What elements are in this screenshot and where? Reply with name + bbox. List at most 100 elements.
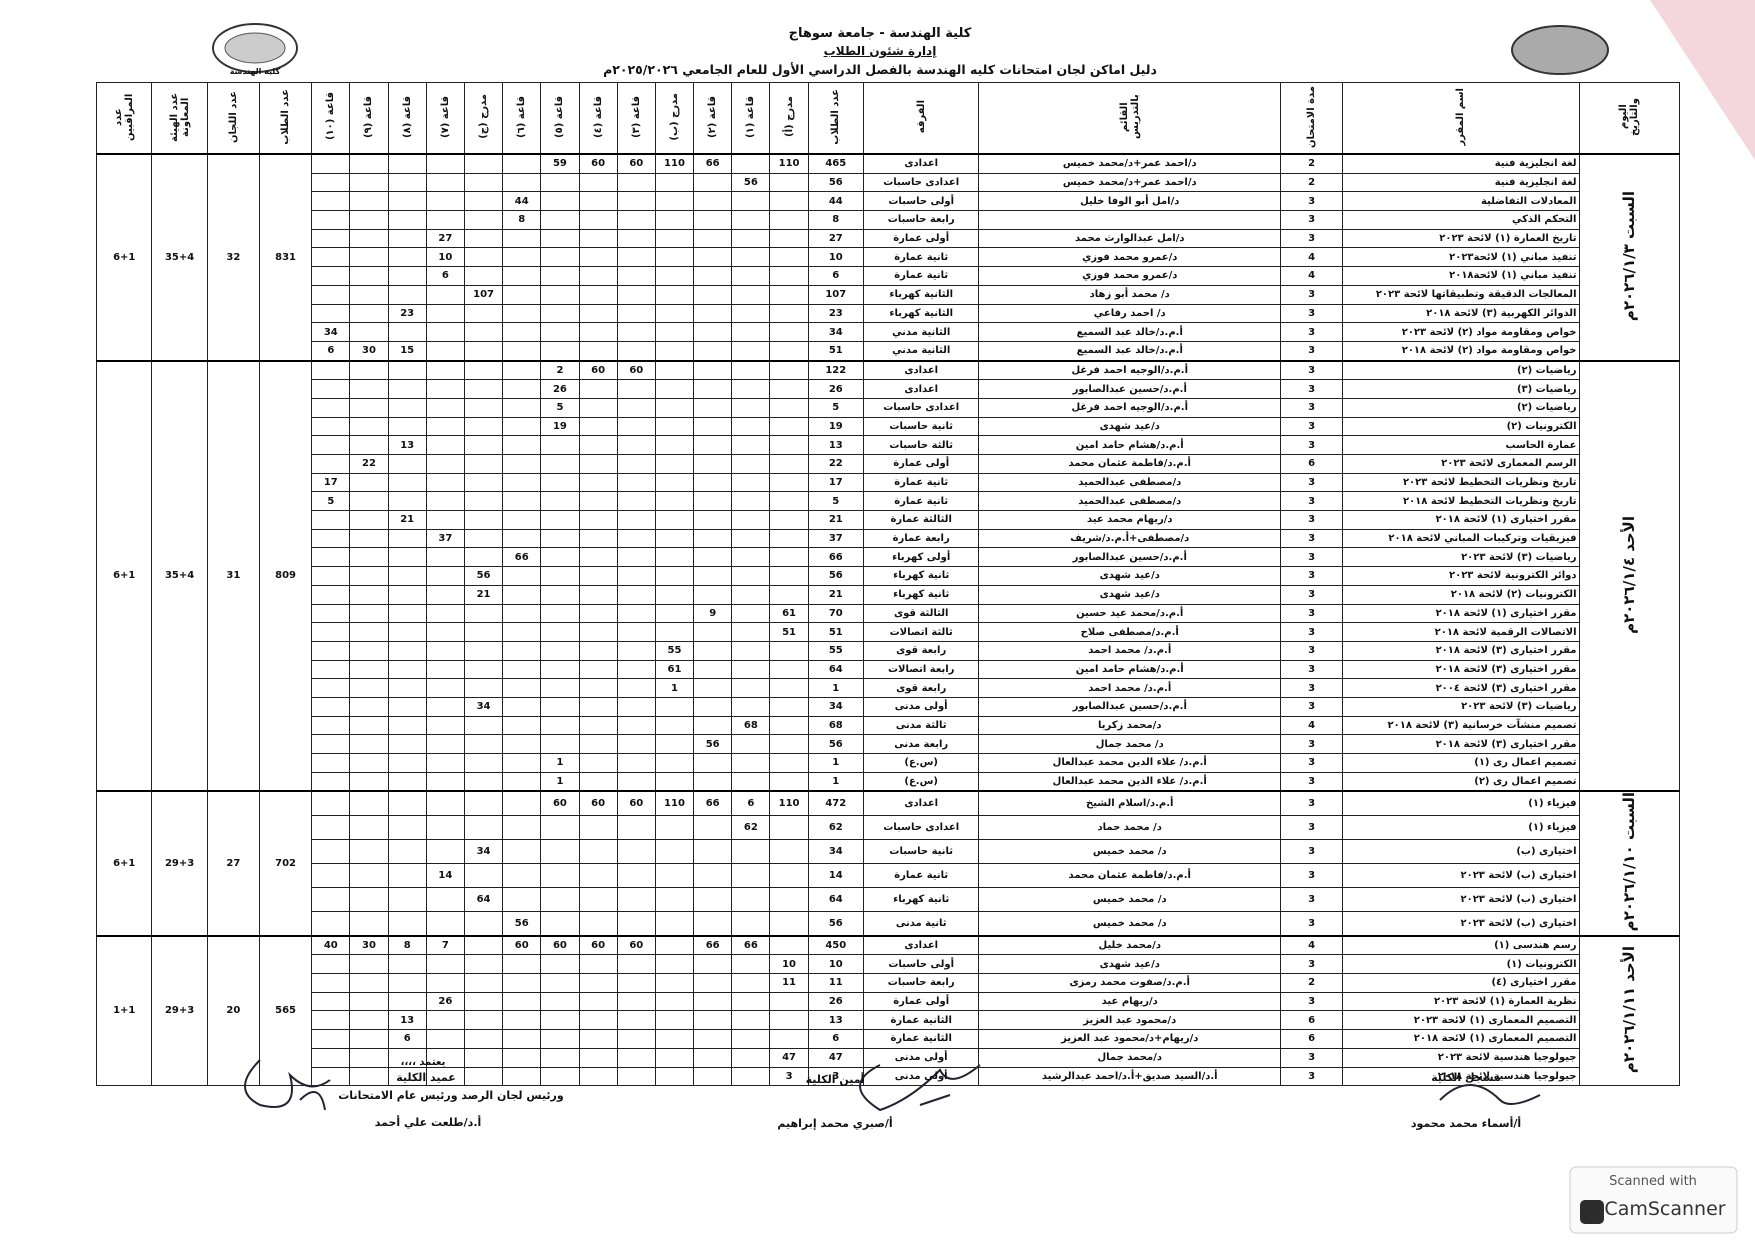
room-empty: [311, 228, 351, 249]
room-empty: [349, 172, 389, 193]
room-empty: [425, 753, 465, 773]
column-header: قاعة (٤): [578, 82, 618, 155]
course: اختيارى (ب) لائحة ٢٠٢٣: [1342, 886, 1580, 912]
course: مقرر اختيارى (٣) لائحة ٢٠١٨: [1342, 734, 1580, 754]
teacher: د/محمد زكريا: [978, 715, 1281, 736]
room-empty: [349, 228, 389, 249]
room-empty: [311, 815, 351, 841]
course: رياضيات (٣) لائحة ٢٠٢٣: [1342, 696, 1580, 717]
room-empty: [463, 359, 504, 381]
room-empty: [502, 416, 542, 437]
course: تنفيذ مباني (١) لائحة٢٠١٨: [1342, 266, 1580, 286]
room-empty: [349, 753, 389, 773]
room-empty: [540, 210, 580, 230]
room-empty: [693, 228, 733, 249]
room-empty: [311, 715, 351, 736]
course-row: نظرية العمارة (١) لائحة ٢٠٢٣ 3 د/ريهام عيد…: [97, 991, 1680, 1012]
year: أولى مدنى: [862, 696, 980, 717]
room-empty: [769, 547, 809, 568]
room-empty: [425, 566, 465, 586]
room-empty: [540, 622, 580, 642]
room-empty: [769, 528, 809, 549]
year: رابعة اتصالات: [862, 659, 980, 680]
room-empty: [311, 1029, 351, 1049]
total-students: 702: [258, 790, 313, 937]
room-empty: [463, 790, 504, 817]
column-header: مدة الامتحان: [1279, 82, 1344, 155]
room-empty: [578, 397, 618, 418]
room-empty: [387, 1047, 427, 1068]
room-empty: [654, 284, 695, 305]
room-empty: [502, 954, 542, 975]
room-empty: [769, 228, 809, 249]
room-empty: [616, 991, 656, 1012]
room-count: 56: [693, 734, 733, 754]
room-empty: [616, 228, 656, 249]
course: جيولوجيا هندسية لائحة ٢٠٢٣: [1342, 1047, 1580, 1068]
header-text: عدد الهيئة المعاونة: [168, 91, 191, 142]
room-empty: [425, 839, 465, 864]
room-empty: [425, 640, 465, 661]
year: أولى عمارة: [862, 991, 980, 1012]
duration: 3: [1279, 771, 1344, 792]
teacher: د/احمد عمر+د/محمد خميس: [978, 172, 1281, 193]
room-empty: [616, 584, 656, 605]
year: الثانية مدني: [862, 340, 980, 362]
room-empty: [311, 191, 351, 212]
room-empty: [731, 547, 771, 568]
proctors: 6+1: [95, 790, 153, 937]
year: ثانية عمارة: [862, 472, 980, 493]
teacher: [978, 210, 1281, 230]
room-empty: [616, 886, 656, 912]
room-empty: [540, 584, 580, 605]
header-text: القائم بالتدريس: [1118, 94, 1141, 139]
room-empty: [502, 1010, 542, 1031]
students: 6: [807, 1029, 864, 1049]
total-students: 809: [258, 359, 313, 792]
room-count: 21: [387, 510, 427, 530]
column-header: اليوم والتاريخ: [1578, 82, 1680, 155]
room-empty: [769, 566, 809, 586]
room-empty: [311, 454, 351, 474]
teacher: أ.م.د/ محمد احمد: [978, 640, 1281, 661]
room-empty: [693, 696, 733, 717]
header-text: قاعة (٢): [707, 95, 719, 138]
room-empty: [578, 266, 618, 286]
room-empty: [731, 863, 771, 888]
room-empty: [769, 322, 809, 342]
room-empty: [693, 584, 733, 605]
course: اختيارى (ب) لائحة ٢٠٢٣: [1342, 863, 1580, 888]
room-empty: [425, 416, 465, 437]
room-empty: [502, 284, 542, 305]
room-empty: [654, 771, 695, 792]
room-empty: [731, 359, 771, 381]
room-empty: [654, 1047, 695, 1068]
header-text: قاعة (٣): [630, 95, 642, 138]
room-empty: [311, 584, 351, 605]
room-empty: [693, 416, 733, 437]
column-header: قاعة (٧): [425, 82, 465, 155]
duration: 4: [1279, 715, 1344, 736]
room-empty: [769, 678, 809, 698]
room-empty: [578, 603, 618, 624]
room-empty: [578, 191, 618, 212]
room-empty: [425, 910, 465, 937]
room-empty: [387, 678, 427, 698]
room-empty: [654, 397, 695, 418]
room-empty: [616, 566, 656, 586]
room-empty: [578, 547, 618, 568]
room-empty: [731, 210, 771, 230]
students: 1: [807, 771, 864, 792]
students: 47: [807, 1047, 864, 1068]
room-empty: [769, 659, 809, 680]
duration: 3: [1279, 379, 1344, 399]
year: رابعة حاسبات: [862, 973, 980, 993]
header-text: مدرج (ج): [478, 94, 490, 139]
room-empty: [731, 528, 771, 549]
duration: 3: [1279, 528, 1344, 549]
room-count: 11: [769, 973, 809, 993]
duration: 3: [1279, 640, 1344, 661]
room-empty: [769, 510, 809, 530]
room-empty: [425, 1047, 465, 1068]
room-empty: [502, 152, 542, 174]
